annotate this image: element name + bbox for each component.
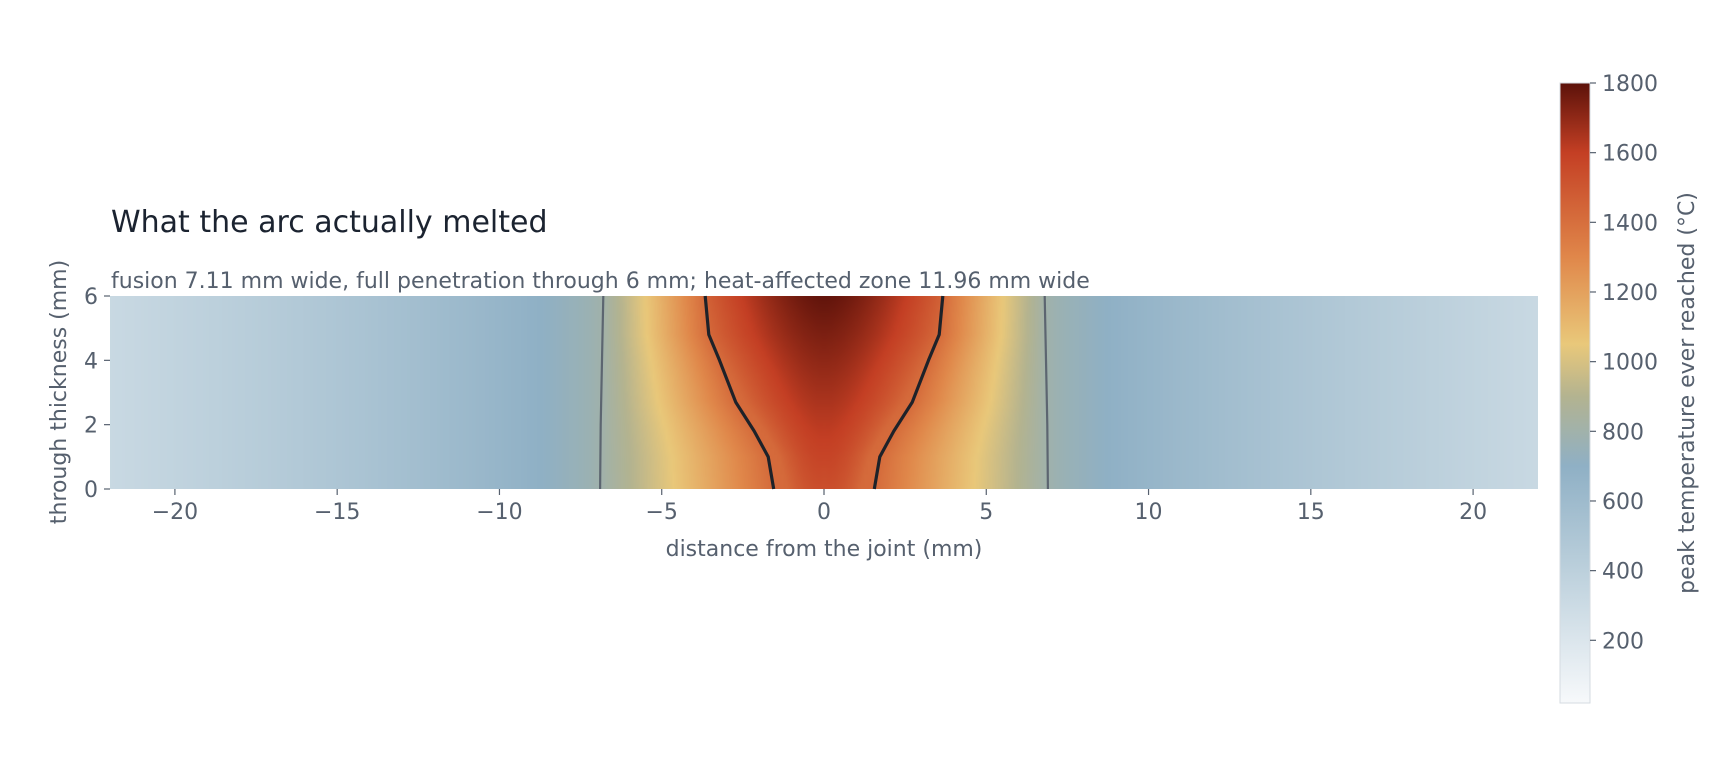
chart-subtitle: fusion 7.11 mm wide, full penetration th…	[111, 269, 1090, 294]
plot-area	[110, 295, 1538, 490]
fusion-boundary-right	[872, 295, 945, 490]
colorbar-tick-label: 200	[1602, 629, 1644, 654]
colorbar-tick-label: 1000	[1602, 351, 1658, 376]
heatmap-field	[110, 296, 1538, 489]
colorbar-label: peak temperature ever reached (°C)	[1675, 192, 1700, 594]
y-tick-label: 6	[84, 285, 98, 310]
y-tick-label: 0	[84, 478, 98, 503]
x-tick-label: −10	[476, 500, 522, 525]
colorbar-tick-label: 1800	[1602, 72, 1658, 97]
colorbar: 200 400 600 800 1000 1200 1400 1600 1800 peak te…	[1559, 72, 1700, 704]
x-tick-label: 10	[1135, 500, 1163, 525]
colorbar-tick-label: 400	[1602, 560, 1644, 585]
x-tick-label: 5	[979, 500, 993, 525]
x-tick-label: 20	[1459, 500, 1487, 525]
contour-layer	[599, 295, 1049, 490]
colorbar-tick-label: 1200	[1602, 281, 1658, 306]
x-tick-label: 0	[817, 500, 831, 525]
colorbar-tick-label: 1600	[1602, 142, 1658, 167]
colorbar-tick-label: 1400	[1602, 211, 1658, 236]
x-axis-label: distance from the joint (mm)	[666, 537, 983, 562]
colorbar-tick-label: 800	[1602, 420, 1644, 445]
y-axis: 0 2 4 6	[84, 285, 110, 503]
chart-title: What the arc actually melted	[111, 205, 548, 240]
y-tick-label: 2	[84, 414, 98, 439]
haz-boundary-right	[1043, 295, 1049, 490]
x-axis: −20 −15 −10 −5 0 5 10 15 20	[152, 489, 1487, 525]
x-tick-label: −15	[314, 500, 360, 525]
y-tick-label: 4	[84, 349, 98, 374]
colorbar-ticks: 200 400 600 800 1000 1200 1400 1600 1800	[1590, 72, 1658, 654]
y-axis-label: through thickness (mm)	[47, 260, 72, 524]
x-tick-label: −20	[152, 500, 198, 525]
x-tick-label: −5	[646, 500, 678, 525]
haz-boundary-left	[599, 295, 605, 490]
fusion-boundary-left	[703, 295, 776, 490]
colorbar-tick-label: 600	[1602, 490, 1644, 515]
x-tick-label: 15	[1297, 500, 1325, 525]
colorbar-scale	[1559, 82, 1591, 704]
